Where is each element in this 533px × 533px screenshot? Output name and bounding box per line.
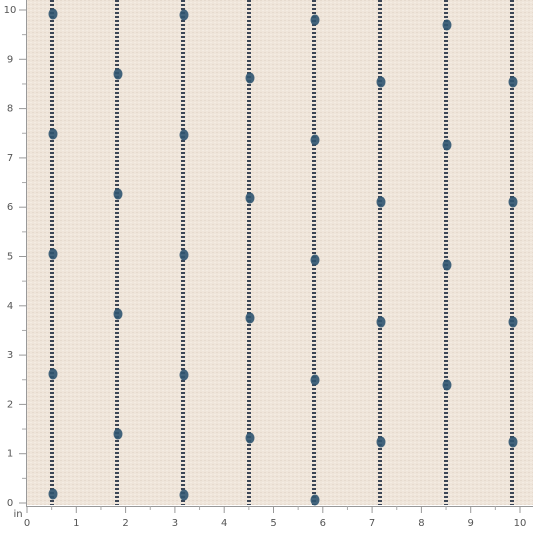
knot: [48, 248, 58, 260]
knot: [179, 9, 189, 21]
knot: [48, 8, 58, 20]
knot: [442, 379, 452, 391]
y-ruler-label: 1: [7, 449, 13, 460]
knot: [310, 494, 320, 506]
knot: [48, 128, 58, 140]
knot: [245, 312, 255, 324]
knot: [179, 369, 189, 381]
knot: [508, 196, 518, 208]
y-ruler-label: 7: [7, 153, 13, 164]
knot: [508, 76, 518, 88]
knot: [113, 68, 123, 80]
y-ruler-label: 9: [7, 54, 13, 65]
knot: [310, 134, 320, 146]
knot: [376, 196, 386, 208]
x-ruler-label: 7: [369, 518, 375, 529]
knot: [376, 436, 386, 448]
x-ruler-label: 4: [221, 518, 227, 529]
knot: [245, 192, 255, 204]
knot: [442, 259, 452, 271]
knot: [245, 72, 255, 84]
x-ruler-label: 9: [468, 518, 474, 529]
knot: [508, 316, 518, 328]
knot: [310, 254, 320, 266]
x-ruler-label: 3: [172, 518, 178, 529]
x-ruler-label: 8: [418, 518, 424, 529]
knot: [179, 489, 189, 501]
knot: [310, 14, 320, 26]
knot: [48, 488, 58, 500]
y-ruler-label: 4: [7, 301, 13, 312]
knot: [376, 316, 386, 328]
knot: [442, 19, 452, 31]
knot: [113, 308, 123, 320]
x-ruler-label: 10: [514, 518, 527, 529]
y-ruler-label: 5: [7, 252, 13, 263]
y-ruler-label: 3: [7, 350, 13, 361]
y-ruler-label: 10: [4, 5, 17, 16]
x-ruler-label: 2: [122, 518, 128, 529]
knot: [48, 368, 58, 380]
y-ruler-label: 8: [7, 104, 13, 115]
x-ruler-label: 0: [24, 518, 30, 529]
knot: [179, 129, 189, 141]
y-ruler-label: 2: [7, 399, 13, 410]
knot: [508, 436, 518, 448]
unit-label: in: [13, 509, 22, 520]
y-ruler-label: 0: [7, 498, 13, 509]
knot: [113, 188, 123, 200]
knot: [245, 432, 255, 444]
x-ruler-label: 5: [270, 518, 276, 529]
knot: [376, 76, 386, 88]
knot: [113, 428, 123, 440]
knot: [179, 249, 189, 261]
ruler: 0 1 2 3 4 5 6 7 8 9 10 0 1 2 3 4 5 6 7 8 9 10: [4, 5, 527, 529]
stripes: [48, 0, 518, 506]
knot: [442, 139, 452, 151]
x-ruler-label: 1: [73, 518, 79, 529]
fabric-image: [27, 0, 533, 505]
y-ruler-label: 6: [7, 202, 13, 213]
x-ruler-label: 6: [320, 518, 326, 529]
knot: [310, 374, 320, 386]
